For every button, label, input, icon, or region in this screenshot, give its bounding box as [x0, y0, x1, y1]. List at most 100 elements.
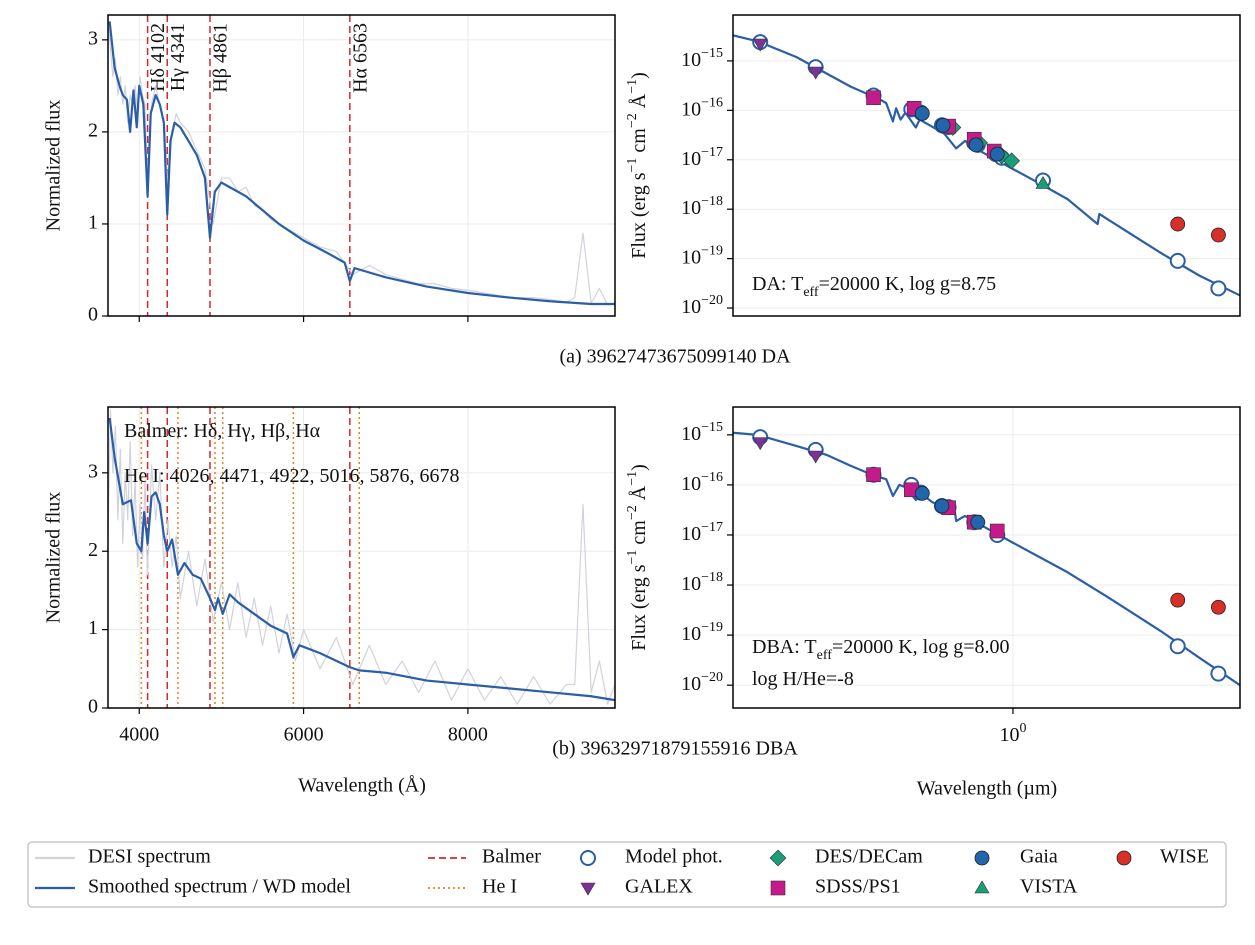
panel: 0 1 2 3 4000 6000 8000 Normalized flux Wavelengt…	[43, 406, 798, 797]
tick-base: 10	[681, 296, 701, 318]
plot-frame	[107, 14, 616, 317]
text-part: DA: T	[752, 273, 803, 295]
tick-base: 10	[681, 49, 701, 71]
text-part: −2	[625, 505, 640, 520]
text-part: cm	[628, 128, 650, 158]
tick-base: 10	[681, 422, 701, 444]
tick-exponent: −15	[701, 420, 723, 435]
tick-exponent: −17	[701, 144, 723, 159]
marker	[866, 90, 881, 106]
y-tick-label: 10−18	[681, 570, 723, 595]
plot-frame	[107, 406, 616, 709]
legend-label: DESI spectrum	[88, 846, 211, 868]
tick-exponent: −20	[701, 293, 723, 308]
y-axis-label: Normalized flux	[43, 100, 65, 232]
y-tick-label: 10−19	[681, 620, 723, 645]
text-part: −1	[625, 550, 640, 565]
y-tick-label: 10−20	[681, 293, 723, 318]
marker	[914, 105, 930, 121]
y-tick-label: 2	[88, 539, 98, 561]
tick-base: 10	[681, 246, 701, 268]
marker	[752, 38, 768, 52]
marker	[580, 882, 596, 896]
text-part: Balmer: Hδ, Hγ, Hβ, Hα	[124, 420, 321, 442]
text-part: Å	[628, 485, 650, 505]
marker	[989, 146, 1005, 162]
tick-base: 10	[681, 98, 701, 120]
tick-base: 10	[681, 573, 701, 595]
plot-frame	[732, 14, 1241, 317]
y-tick-label: 1	[88, 617, 98, 639]
legend-label: He I	[482, 876, 517, 898]
text-part: DBA: T	[752, 636, 817, 658]
marker	[808, 66, 824, 80]
tick-base: 10	[681, 523, 701, 545]
marker	[934, 498, 950, 514]
plot-frame	[732, 406, 1241, 709]
annotation: log H/He=-8	[752, 668, 854, 690]
text-part: eff	[803, 285, 819, 300]
x-axis-label: Wavelength (µm)	[917, 778, 1057, 800]
y-tick-label: 10−18	[681, 194, 723, 219]
y-tick-label: 10−16	[681, 470, 723, 495]
y-tick-label: 10−16	[681, 95, 723, 120]
marker	[1170, 216, 1186, 232]
y-tick-label: 3	[88, 460, 98, 482]
text-part: cm	[628, 520, 650, 550]
legend-label: Model phot.	[625, 846, 723, 868]
annotation: DBA: Teff=20000 K, log g=8.00	[752, 636, 1010, 663]
y-tick-label: 10−19	[681, 243, 723, 268]
marker	[1003, 152, 1021, 170]
line-label: Hγ 4341	[167, 23, 189, 91]
y-tick-label: 0	[88, 696, 98, 718]
marker	[1170, 592, 1186, 608]
y-tick-label: 2	[88, 119, 98, 141]
y-tick-label: 10−15	[681, 46, 723, 71]
text-part: log H/He=-8	[752, 668, 854, 690]
legend-label: VISTA	[1020, 876, 1078, 898]
caption: (b) 39632971879155916 DBA	[552, 738, 798, 760]
marker	[1116, 850, 1132, 866]
tick-exponent: −18	[701, 194, 723, 209]
text-part: He I: 4026, 4471, 4922, 5016, 5876, 6678	[124, 465, 460, 487]
series-line	[108, 21, 615, 306]
tick-exponent: −18	[701, 570, 723, 585]
marker	[968, 137, 984, 153]
line-label: Hα 6563	[349, 23, 371, 93]
x-tick-label: 8000	[448, 724, 488, 746]
legend-label: Balmer	[482, 846, 541, 868]
legend-box	[27, 841, 1227, 908]
text-part: −2	[625, 113, 640, 128]
tick-base: 10	[681, 473, 701, 495]
text-part: )	[628, 72, 650, 79]
tick-exponent: −20	[701, 670, 723, 685]
marker	[1169, 252, 1186, 269]
series-line	[108, 417, 615, 702]
y-axis-label: Flux (erg s−1 cm−2 Å−1)	[625, 72, 650, 259]
legend: DESI spectrum Smoothed spectrum / WD mode…	[35, 846, 1209, 898]
marker	[974, 850, 990, 866]
tick-exponent: −15	[701, 46, 723, 61]
tick-base: 10	[681, 147, 701, 169]
caption: (a) 39627473675099140 DA	[559, 346, 791, 368]
marker	[914, 485, 930, 501]
tick-base: 10	[681, 623, 701, 645]
x-axis-label: Wavelength (Å)	[298, 775, 426, 797]
marker	[989, 523, 1005, 539]
text-part: eff	[817, 648, 833, 663]
marker	[974, 880, 990, 894]
y-tick-label: 1	[88, 212, 98, 234]
marker	[752, 437, 768, 451]
x-tick-label: 100	[999, 721, 1026, 746]
text-part: Flux (erg s	[628, 172, 650, 259]
tick-base: 10	[681, 673, 701, 695]
line-label: Hβ 4861	[210, 23, 232, 93]
text-part: )	[628, 464, 650, 471]
legend-label: WISE	[1160, 846, 1209, 868]
y-tick-label: 0	[88, 304, 98, 326]
marker	[970, 514, 986, 530]
